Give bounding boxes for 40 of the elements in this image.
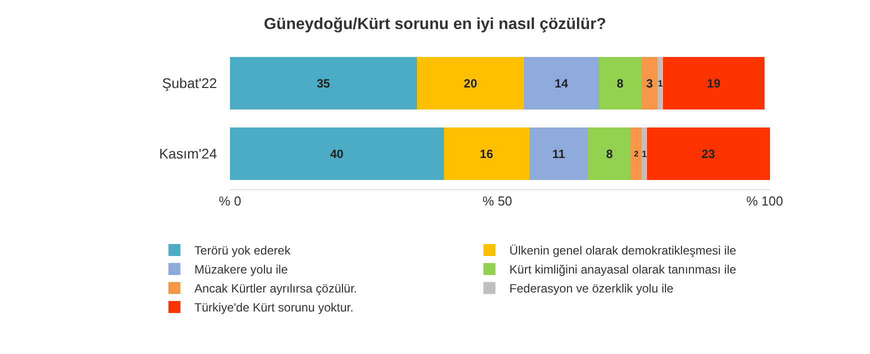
bar [663,56,765,110]
bar [630,127,642,180]
data-label: 35 [316,76,330,90]
legend-label: Türkiye'de Kürt sorunu yoktur. [194,300,354,315]
legend-label: Ülkenin genel olarak demokratikleşmesi ile [509,244,736,258]
data-label: 14 [554,76,568,90]
legend-label: Ancak Kürtler ayrılırsa çözülür. [194,282,358,296]
chart-title: Güneydoğu/Kürt sorunu en iyi nasıl çözülür? [264,16,606,33]
y-tick-label: Kasım'24 [159,146,218,162]
bar [642,127,648,180]
bar [524,56,599,110]
data-label: 1 [642,148,647,159]
x-tick-label: % 100 [746,194,784,209]
legend-label: Federasyon ve özerklik yolu ile [509,282,674,296]
bar [230,56,418,110]
legend-label: Kürt kimliğini anayasal olarak tanınması ile [509,262,736,277]
bar [230,127,444,180]
data-label: 11 [552,146,566,161]
data-label: 16 [480,146,494,161]
data-label: 19 [707,76,721,90]
bar [598,56,642,110]
data-label: 23 [702,146,716,161]
bar [444,127,530,180]
legend-label: Terörü yok ederek [194,244,292,258]
bar [588,127,631,180]
bar [529,127,588,180]
data-label: 3 [646,76,654,90]
x-tick-label: % 50 [482,194,512,209]
x-tick-label: % 0 [218,194,242,209]
bar [417,56,524,110]
data-label: 40 [330,146,344,161]
y-tick-label: Şubat'22 [162,75,218,92]
bar [658,56,664,110]
data-label: 20 [464,76,478,90]
data-label: 8 [616,76,624,90]
bar [642,56,658,110]
data-label: 1 [658,78,663,88]
data-label: 8 [606,146,614,161]
bar [647,127,770,180]
legend-label: Müzakere yolu ile [194,262,288,277]
